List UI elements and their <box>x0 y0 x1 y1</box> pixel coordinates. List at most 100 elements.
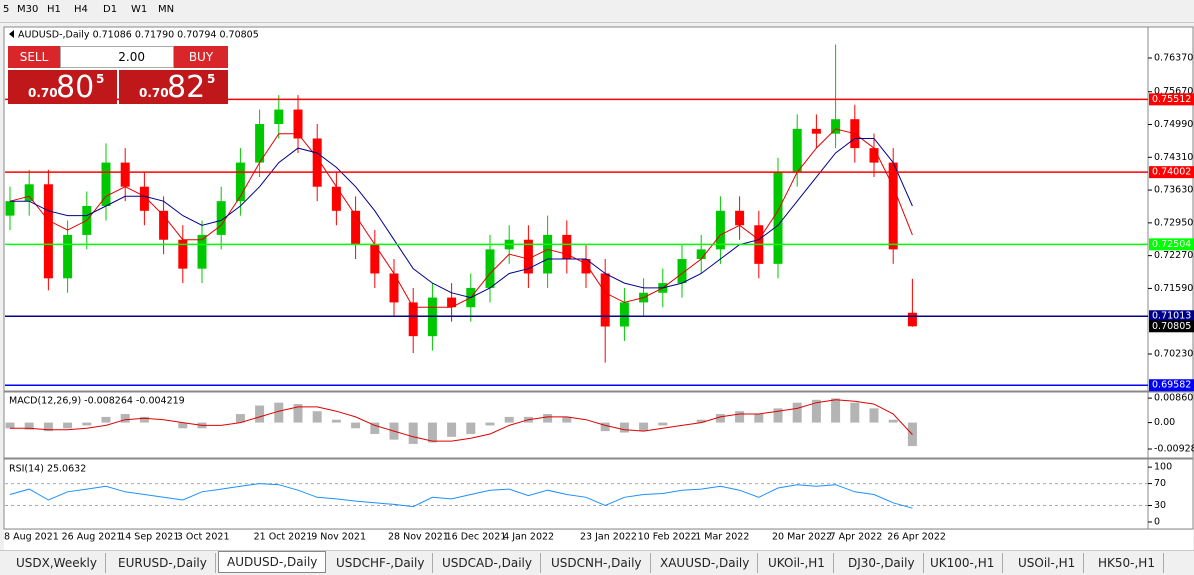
candle-body <box>312 138 322 187</box>
y-tick-label: 0.76370 <box>1154 52 1193 63</box>
price-level-box <box>1149 166 1194 179</box>
macd-bar <box>101 416 111 423</box>
timeframe-button[interactable]: D1 <box>103 4 118 15</box>
price-level-label: 0.72504 <box>1152 239 1191 250</box>
macd-bar <box>466 422 476 434</box>
macd-bar <box>63 422 73 429</box>
timeframe-button[interactable]: H1 <box>47 4 61 15</box>
candle-body <box>773 172 783 264</box>
buy-price[interactable]: 0.70 82 5 <box>119 70 228 105</box>
macd-bar <box>312 411 322 423</box>
candle-body <box>869 148 879 163</box>
sell-button[interactable]: SELL <box>8 46 60 68</box>
chart-tab[interactable]: XAUUSD-,Daily <box>652 553 759 573</box>
lot-input[interactable]: 2.00 <box>60 46 174 68</box>
candle-body <box>178 239 188 269</box>
candle-body <box>677 259 687 284</box>
y-tick-label: 0.71590 <box>1154 283 1193 294</box>
timeframe-button[interactable]: 5 <box>3 4 10 15</box>
chart-tab[interactable]: EURUSD-,Daily <box>110 553 216 573</box>
candle-body <box>523 239 533 274</box>
rsi-pane <box>3 458 1194 530</box>
candle-body <box>24 184 34 202</box>
y-tick-label: 0.72950 <box>1154 217 1193 228</box>
y-tick-label: 70 <box>1154 478 1166 489</box>
timeframe-button[interactable]: M30 <box>17 4 39 15</box>
price-level-label: 0.71013 <box>1152 311 1191 322</box>
candle-body <box>293 109 303 139</box>
chart-tab[interactable]: USDCNH-,Daily <box>543 553 651 573</box>
candle-body <box>581 259 591 274</box>
x-tick-label: 26 Aug 2021 <box>62 532 123 543</box>
y-tick-label: 0.008601 <box>1154 393 1194 404</box>
macd-bar <box>850 402 860 423</box>
chart-tab[interactable]: UK100-,H1 <box>922 553 1004 573</box>
sell-price[interactable]: 0.70 80 5 <box>8 70 117 105</box>
chart-tabs: USDX,Weekly EURUSD-,Daily AUDUSD-,Daily USD… <box>0 550 1194 575</box>
timeframe-button[interactable]: MN <box>158 4 175 15</box>
candle-body <box>43 184 53 279</box>
x-tick-label: 9 Nov 2021 <box>311 532 366 543</box>
macd-bar <box>562 416 572 423</box>
y-tick-label: 0.75670 <box>1154 86 1193 97</box>
symbol-icon <box>9 30 14 38</box>
candle-body <box>408 302 418 337</box>
x-tick-label: 7 Apr 2022 <box>830 532 883 543</box>
price-level-box <box>1149 379 1194 392</box>
chart-tab[interactable]: USDCHF-,Daily <box>328 553 434 573</box>
moving-average <box>9 128 913 308</box>
macd-bar <box>831 398 841 423</box>
candle-body <box>139 186 149 211</box>
chart-tab[interactable]: UKOil-,H1 <box>760 553 834 573</box>
y-tick-label: 0.72270 <box>1154 250 1193 261</box>
y-tick-label: 0.74990 <box>1154 119 1193 130</box>
candle-body <box>447 297 457 308</box>
buy-button[interactable]: BUY <box>174 46 228 68</box>
timeframe-button[interactable]: H4 <box>74 4 88 15</box>
y-tick-label: 0.73630 <box>1154 185 1193 196</box>
candle-body <box>255 124 265 163</box>
chart-title: AUDUSD-,Daily 0.71086 0.71790 0.70794 0.… <box>18 30 259 41</box>
chart-tab[interactable]: AUDUSD-,Daily <box>218 551 327 573</box>
indicator-title: RSI(14) 25.0632 <box>9 464 86 475</box>
candle-body <box>600 273 610 327</box>
date-axis <box>4 530 1193 550</box>
macd-bar <box>754 414 764 423</box>
candle-body <box>331 186 341 211</box>
candle-body <box>63 234 73 279</box>
candle-body <box>811 128 821 134</box>
candle-body <box>888 162 898 250</box>
chart-tab[interactable]: DJ30-,Daily <box>840 553 924 573</box>
chart-tab[interactable]: USDX,Weekly <box>8 553 106 573</box>
macd-bar <box>792 402 802 423</box>
price-sup: 5 <box>96 72 105 86</box>
candle-body <box>389 273 399 303</box>
macd-bar <box>274 402 284 423</box>
macd-bar <box>331 419 341 423</box>
candle-body <box>101 162 111 206</box>
macd-bar <box>5 422 15 429</box>
macd-bar <box>543 414 553 423</box>
x-tick-label: 8 Aug 2021 <box>4 532 59 543</box>
chart-tab[interactable]: USOil-,H1 <box>1010 553 1085 573</box>
macd-bar <box>639 422 649 432</box>
price-level-box <box>1149 310 1194 323</box>
chart-tab[interactable]: HK50-,H1 <box>1090 553 1164 573</box>
timeframe-button[interactable]: W1 <box>131 4 148 15</box>
chart-tab[interactable]: USDCAD-,Daily <box>434 553 541 573</box>
candle-body <box>735 210 745 226</box>
macd-bar <box>715 414 725 423</box>
trade-panel: SELL 2.00 BUY 0.70 80 5 0.70 82 5 <box>8 46 228 105</box>
x-tick-label: 26 Apr 2022 <box>887 532 946 543</box>
macd-bar <box>811 399 821 423</box>
price-level-label: 0.74002 <box>1152 167 1191 178</box>
macd-bar <box>447 422 457 437</box>
macd-bar <box>255 405 265 423</box>
price-prefix: 0.70 <box>28 86 58 100</box>
x-tick-label: 21 Oct 2021 <box>254 532 313 543</box>
x-tick-label: 3 Oct 2021 <box>177 532 230 543</box>
price-level-label: 0.69582 <box>1152 380 1191 391</box>
macd-bar <box>600 422 610 432</box>
current-price-box <box>1149 320 1194 333</box>
